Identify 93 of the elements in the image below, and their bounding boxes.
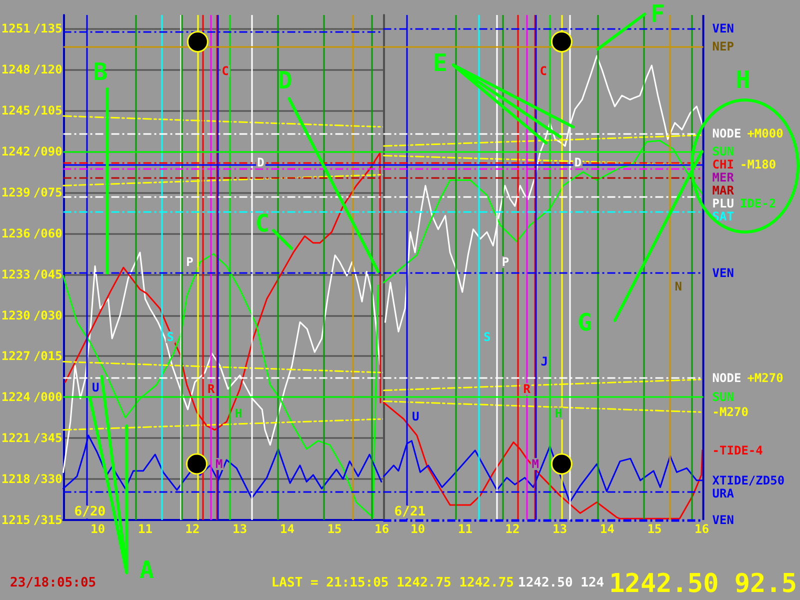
x-tick-label: 14	[600, 522, 614, 536]
text: 1242.50 124	[518, 576, 604, 590]
ref-line-label: URA	[712, 486, 735, 500]
annotation: G	[578, 308, 592, 336]
y2-tick-label: /345	[33, 431, 62, 446]
text: +M270	[747, 371, 784, 386]
annotation: H	[554, 406, 562, 421]
annotation: R	[523, 382, 532, 396]
y-tick-label: 1227	[1, 349, 30, 364]
series-label: XTIDE/ZD50	[712, 473, 785, 488]
x-axis-title: 6/21	[394, 504, 426, 520]
ref-line-label: SUN	[712, 144, 734, 158]
ref-line-label: NODE	[712, 371, 742, 386]
y3-tick-label: /015	[33, 349, 62, 364]
annotation: B	[93, 58, 108, 86]
line-series	[62, 253, 379, 518]
y3-tick-label: /045	[33, 267, 62, 282]
y3-tick-label: /000	[33, 390, 62, 404]
text: -M180	[740, 157, 776, 172]
annotation: D	[257, 155, 264, 170]
y3-tick-label: /120	[33, 62, 62, 77]
ref-line-label: VEN	[712, 513, 734, 527]
annotation: U	[412, 409, 420, 424]
annotation: D	[278, 66, 292, 95]
y3-tick-label: /105	[33, 104, 62, 118]
ref-line-label: NODE	[712, 126, 742, 141]
y-tick-label: 1233	[1, 267, 30, 282]
y-tick-label: 1224	[1, 390, 30, 404]
annotation: J	[540, 354, 548, 369]
annotation: E	[432, 48, 448, 77]
annotation: R	[207, 382, 216, 396]
x-tick-label: 10	[90, 522, 106, 536]
y3-tick-label: /060	[33, 226, 62, 240]
text: +M000	[747, 126, 784, 141]
text: H	[736, 66, 750, 94]
ref-line-label: CHI	[712, 157, 734, 172]
x-tick-label: 11	[458, 522, 472, 536]
y-tick-label: 1230	[1, 308, 30, 322]
x-tick-label: 15	[327, 522, 342, 536]
x-tick-label: 16	[374, 522, 390, 536]
text: 1242.50 92.5	[609, 569, 797, 599]
y-tick-label: 1251	[1, 22, 30, 36]
annotation: C	[222, 64, 229, 78]
y-tick-label: 1248	[1, 62, 30, 77]
y3-tick-label: /075	[33, 185, 62, 200]
annotation: F	[650, 0, 665, 28]
x-tick-label: 11	[138, 522, 152, 536]
ref-line-label: MER	[712, 170, 735, 184]
annotation: M	[532, 457, 539, 472]
y2-tick-label: /315	[33, 513, 62, 527]
annotation: A	[140, 556, 155, 584]
annotation: C	[540, 64, 548, 78]
x-tick-label: 13	[552, 522, 568, 536]
annotation: H	[234, 406, 242, 421]
text: IDE-2	[740, 196, 776, 210]
x-tick-label: 13	[232, 522, 248, 536]
y3-tick-label: /030	[33, 308, 62, 322]
y3-tick-label: /090	[33, 144, 62, 158]
series-label: -TIDE-4	[712, 443, 763, 458]
x-tick-label: 10	[410, 522, 426, 536]
annotation: D	[574, 155, 582, 170]
annotation: S	[166, 330, 174, 344]
ref-line-label: NEP	[712, 39, 734, 54]
annotation: C	[255, 209, 270, 238]
annotation: M	[216, 457, 223, 472]
x-tick-label: 15	[647, 522, 662, 536]
annotation: P	[502, 255, 510, 270]
ref-line-label: VEN	[712, 266, 734, 280]
y2-tick-label: /330	[33, 472, 62, 486]
x-tick-label: 16	[694, 522, 710, 536]
x-tick-label: 12	[185, 522, 200, 536]
y3-tick-label: /135	[33, 22, 62, 36]
annotation: N	[674, 280, 682, 294]
ref-line-label: MAR	[712, 183, 735, 198]
y-tick-label: 1236	[1, 226, 30, 240]
text: LAST = 21:15:05 1242.75 1242.75	[271, 576, 514, 590]
x-tick-label: 14	[280, 522, 294, 536]
x-axis-title: 6/20	[74, 504, 106, 520]
y-tick-label: 1242	[1, 144, 30, 158]
series-label: -M270	[712, 405, 748, 420]
y-tick-label: 1218	[1, 472, 30, 486]
y-tick-label: 1215	[1, 513, 30, 527]
annotation: S	[483, 330, 491, 344]
y-tick-label: 1221	[1, 431, 30, 446]
ref-line-label: VEN	[712, 22, 734, 36]
annotation: P	[186, 255, 194, 270]
ref-line-label: SUN	[712, 390, 734, 404]
annotation: U	[92, 380, 100, 395]
ref-line-label: PLU	[712, 196, 734, 210]
text: 23/18:05:05	[10, 576, 96, 590]
x-tick-label: 12	[505, 522, 520, 536]
y-tick-label: 1245	[1, 104, 30, 118]
y-tick-label: 1239	[1, 185, 30, 200]
